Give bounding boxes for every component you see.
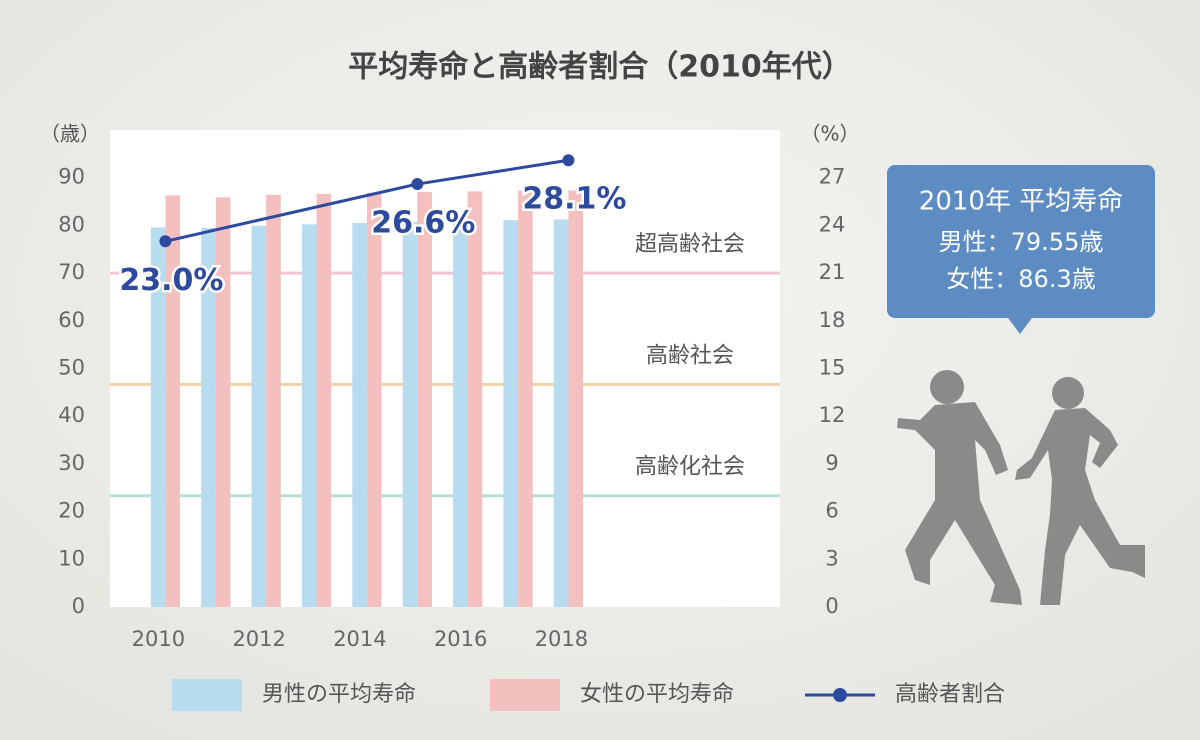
- x-tick-label: 2012: [232, 627, 285, 651]
- bar: [150, 227, 166, 607]
- y-tick-label: 50: [58, 356, 85, 380]
- callout-title: 2010年 平均寿命: [919, 187, 1123, 217]
- bar: [553, 219, 569, 607]
- bar: [215, 197, 231, 607]
- x-tick-label: 2018: [535, 627, 588, 651]
- y2-tick-label: 12: [819, 403, 846, 427]
- y-tick-label: 60: [58, 308, 85, 332]
- y2-tick-label: 21: [819, 260, 846, 284]
- x-tick-label: 2016: [434, 627, 487, 651]
- y-tick-label: 20: [58, 499, 85, 523]
- line-point: [159, 235, 172, 248]
- legend-label: 女性の平均寿命: [580, 682, 734, 707]
- bar: [568, 190, 584, 608]
- legend-label: 高齢者割合: [895, 682, 1005, 707]
- callout-pointer: [1008, 318, 1032, 334]
- bar: [417, 192, 432, 608]
- line-point: [562, 154, 575, 167]
- data-label: 28.1%: [522, 182, 626, 217]
- chart-title: 平均寿命と高齢者割合（2010年代）: [348, 50, 852, 85]
- x-tick-label: 2010: [132, 627, 185, 651]
- data-label: 23.0%: [119, 263, 223, 298]
- bar: [402, 221, 418, 607]
- line-point: [411, 178, 424, 191]
- y2-axis-label: （%）: [800, 122, 859, 146]
- y-tick-label: 80: [58, 212, 85, 236]
- callout: 2010年 平均寿命 男性：79.55歳 女性：86.3歳: [887, 165, 1155, 334]
- y-axis-label: （歳）: [40, 122, 100, 146]
- y-tick-label: 10: [58, 546, 85, 570]
- legend-swatch: [490, 679, 560, 711]
- y-tick-label: 30: [58, 451, 85, 475]
- y-tick-label: 0: [72, 594, 85, 618]
- y2-tick-label: 15: [819, 356, 846, 380]
- reference-label: 高齢化社会: [635, 455, 745, 480]
- legend-swatch: [172, 679, 242, 711]
- reference-label: 高齢社会: [646, 343, 734, 368]
- callout-line: 男性：79.55歳: [939, 228, 1104, 256]
- bar: [301, 224, 317, 607]
- y2-tick-label: 3: [825, 546, 838, 570]
- y2-tick-label: 18: [819, 308, 846, 332]
- y-tick-label: 40: [58, 403, 85, 427]
- x-tick-label: 2014: [333, 627, 386, 651]
- y2-tick-label: 6: [825, 499, 838, 523]
- y-tick-label: 90: [58, 165, 85, 189]
- callout-line: 女性：86.3歳: [946, 265, 1095, 293]
- bar: [453, 220, 468, 607]
- y2-tick-label: 9: [825, 451, 838, 475]
- legend-swatch: [833, 688, 847, 702]
- bar: [165, 195, 181, 607]
- y2-tick-label: 24: [819, 212, 846, 236]
- y2-tick-label: 0: [825, 594, 838, 618]
- data-label: 26.6%: [371, 206, 475, 241]
- bar: [518, 190, 533, 607]
- runners-illustration: [897, 370, 1145, 605]
- bar: [316, 193, 332, 607]
- bar: [366, 192, 382, 607]
- y-tick-label: 70: [58, 260, 85, 284]
- bar: [467, 191, 483, 607]
- legend-label: 男性の平均寿命: [262, 682, 416, 707]
- y2-tick-label: 27: [819, 165, 846, 189]
- reference-label: 超高齢社会: [635, 232, 745, 257]
- callout-box: [887, 165, 1155, 318]
- bar: [503, 220, 519, 608]
- bar: [251, 225, 267, 607]
- bar: [352, 223, 367, 607]
- bar: [201, 228, 216, 607]
- bar: [266, 194, 281, 608]
